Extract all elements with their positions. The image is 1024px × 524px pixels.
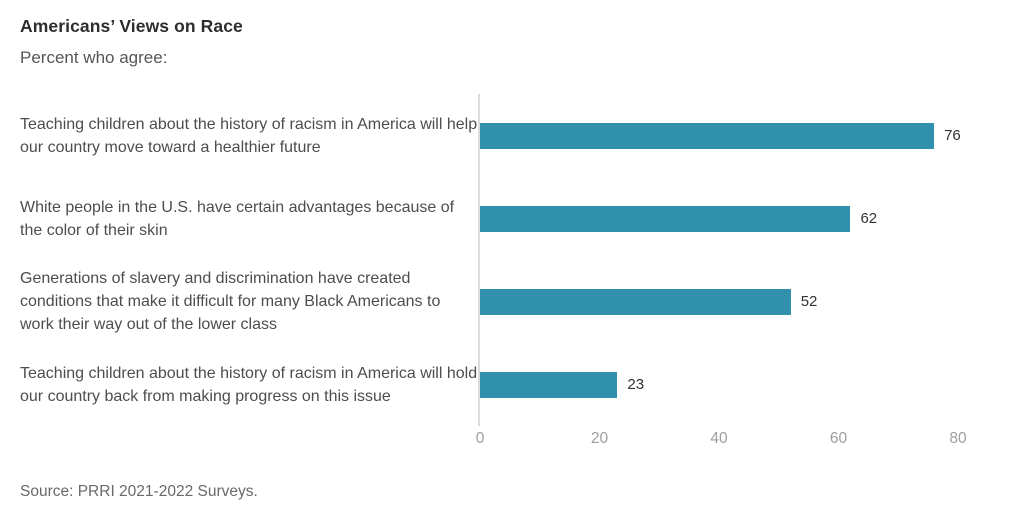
x-tick-label: 40 (710, 430, 728, 447)
x-tick-label: 20 (590, 430, 609, 447)
bar-chart: Teaching children about the history of r… (20, 94, 1004, 452)
x-tick-label: 60 (829, 430, 848, 447)
category-label: White people in the U.S. have certain ad… (20, 198, 455, 239)
category-label: Teaching children about the history of r… (20, 115, 478, 156)
chart-row: Teaching children about the history of r… (20, 94, 1004, 177)
x-axis-spacer (20, 430, 480, 452)
chart-row: Teaching children about the history of r… (20, 343, 1004, 426)
x-tick-label: 80 (949, 430, 967, 447)
chart-row: Generations of slavery and discriminatio… (20, 260, 1004, 343)
chart-subtitle: Percent who agree: (20, 48, 168, 67)
source-note: Source: PRRI 2021-2022 Surveys. (20, 483, 258, 500)
plot-area: 62 (478, 177, 1004, 260)
bar (480, 122, 935, 149)
chart-rows: Teaching children about the history of r… (20, 94, 1004, 426)
value-label: 62 (860, 210, 878, 227)
value-label: 76 (944, 127, 961, 144)
plot-area: 23 (478, 343, 1004, 426)
plot-area: 52 (478, 260, 1004, 343)
bar (480, 288, 791, 315)
x-axis-ticks: 0 20 40 60 80 (476, 430, 967, 452)
x-tick-label: 0 (475, 430, 485, 447)
value-label: 23 (627, 376, 645, 393)
chart-title: Americans’ Views on Race (20, 16, 243, 36)
plot-area: 76 (478, 94, 1004, 177)
x-axis: 0 20 40 60 80 (20, 430, 1004, 452)
category-label: Teaching children about the history of r… (20, 364, 478, 405)
bar (480, 205, 851, 232)
bar (480, 371, 618, 398)
value-label: 52 (800, 293, 818, 310)
chart-row: White people in the U.S. have certain ad… (20, 177, 1004, 260)
category-label: Generations of slavery and discriminatio… (20, 270, 441, 333)
